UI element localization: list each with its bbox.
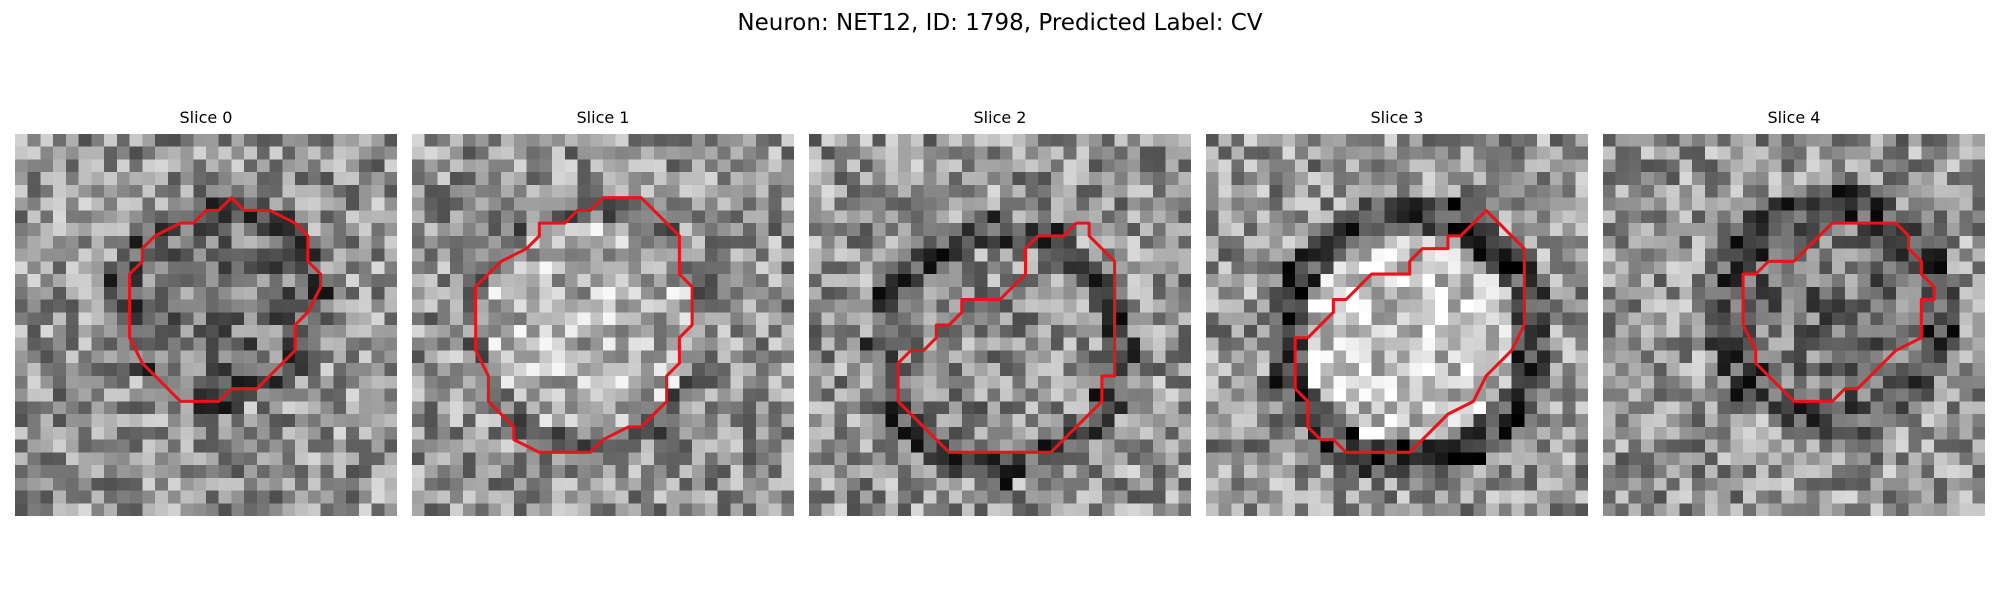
slice-3-pixels	[1206, 134, 1588, 516]
slice-0-panel: Slice 0	[15, 108, 397, 516]
slice-3-title: Slice 3	[1370, 108, 1424, 127]
slice-4-image	[1603, 134, 1985, 516]
slice-2-panel: Slice 2	[809, 108, 1191, 516]
slice-1-image	[412, 134, 794, 516]
slice-4-pixels	[1603, 134, 1985, 516]
slice-4-title: Slice 4	[1767, 108, 1821, 127]
slice-0-title: Slice 0	[179, 108, 233, 127]
slice-0-image	[15, 134, 397, 516]
slice-4-contour	[1741, 221, 1936, 403]
figure-title: Neuron: NET12, ID: 1798, Predicted Label…	[737, 10, 1263, 36]
slice-0-contour	[128, 196, 323, 403]
slice-4-panel: Slice 4	[1603, 108, 1985, 516]
slice-3-image	[1206, 134, 1588, 516]
slice-2-contour	[896, 221, 1117, 454]
slice-1-title: Slice 1	[576, 108, 630, 127]
slice-2-title: Slice 2	[973, 108, 1027, 127]
slice-3-panel: Slice 3	[1206, 108, 1588, 516]
slice-1-contour	[474, 196, 694, 454]
slice-0-pixels	[15, 134, 397, 516]
slice-1-pixels	[412, 134, 794, 516]
slice-3-contour	[1293, 208, 1526, 454]
slice-2-pixels	[809, 134, 1191, 516]
slice-1-panel: Slice 1	[412, 108, 794, 516]
slice-2-image	[809, 134, 1191, 516]
